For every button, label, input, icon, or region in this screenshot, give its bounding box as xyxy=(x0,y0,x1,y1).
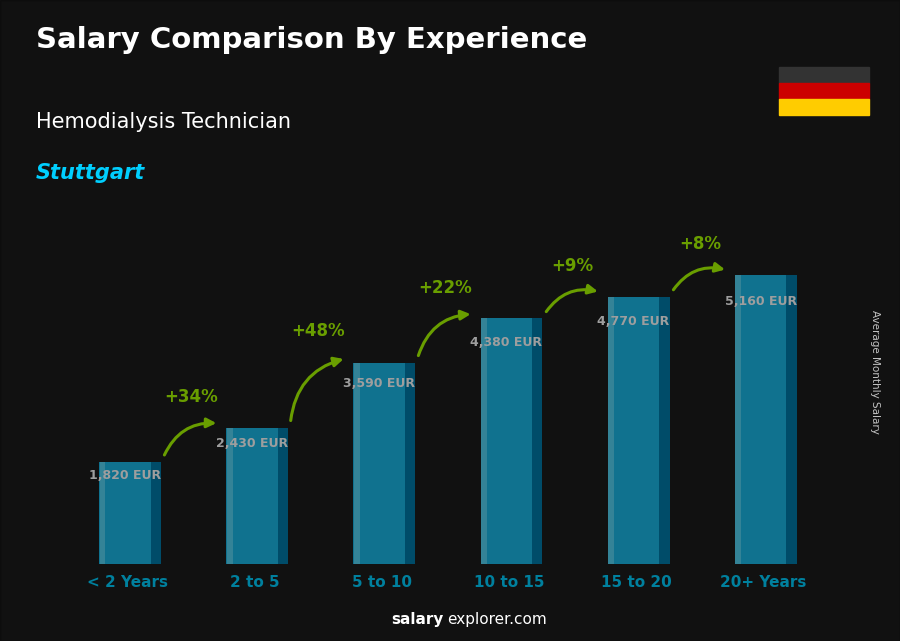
Text: +48%: +48% xyxy=(292,322,346,340)
Text: 4,380 EUR: 4,380 EUR xyxy=(471,336,543,349)
Text: 4,770 EUR: 4,770 EUR xyxy=(598,315,670,328)
Bar xyxy=(481,319,532,564)
Text: salary: salary xyxy=(392,612,444,627)
Text: +34%: +34% xyxy=(165,388,218,406)
Text: 3,590 EUR: 3,590 EUR xyxy=(343,377,415,390)
Bar xyxy=(735,274,742,564)
Bar xyxy=(99,462,151,564)
Bar xyxy=(232,428,288,564)
Bar xyxy=(359,363,415,564)
Bar xyxy=(354,363,405,564)
Bar xyxy=(481,319,487,564)
Bar xyxy=(735,274,787,564)
Text: +8%: +8% xyxy=(679,235,721,253)
Text: Average Monthly Salary: Average Monthly Salary xyxy=(869,310,880,434)
Text: +22%: +22% xyxy=(418,279,472,297)
Bar xyxy=(227,428,278,564)
Text: Hemodialysis Technician: Hemodialysis Technician xyxy=(36,112,291,132)
Bar xyxy=(227,428,232,564)
Text: 2,430 EUR: 2,430 EUR xyxy=(216,437,288,451)
Bar xyxy=(354,363,360,564)
Bar xyxy=(100,462,105,564)
Bar xyxy=(608,297,614,564)
Bar xyxy=(608,297,660,564)
Text: 1,820 EUR: 1,820 EUR xyxy=(89,469,161,482)
Text: Salary Comparison By Experience: Salary Comparison By Experience xyxy=(36,26,587,54)
Text: 5,160 EUR: 5,160 EUR xyxy=(724,295,796,308)
Text: Stuttgart: Stuttgart xyxy=(36,163,145,183)
Bar xyxy=(614,297,670,564)
Text: +9%: +9% xyxy=(552,257,594,275)
Text: explorer.com: explorer.com xyxy=(447,612,547,627)
Bar xyxy=(486,319,543,564)
Bar xyxy=(741,274,796,564)
Bar xyxy=(104,462,161,564)
